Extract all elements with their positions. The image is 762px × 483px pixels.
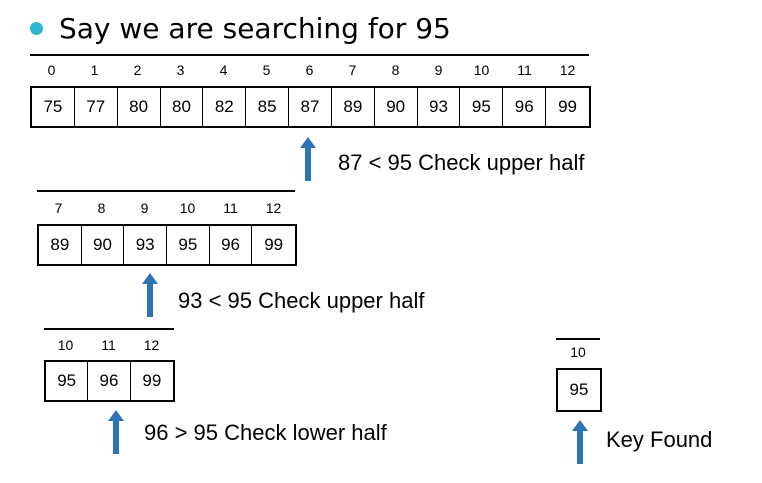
index-label: 3 xyxy=(176,62,185,78)
index-label: 9 xyxy=(434,62,443,78)
array-cell: 80 xyxy=(161,88,204,126)
page-title: Say we are searching for 95 xyxy=(59,11,451,45)
up-arrow-icon xyxy=(108,410,124,454)
index-label: 0 xyxy=(47,62,56,78)
bullet-icon xyxy=(30,21,43,35)
index-label: 8 xyxy=(391,62,400,78)
array-cell: 89 xyxy=(39,226,82,264)
step-1-index-row: 7 8 9 10 11 12 xyxy=(37,200,295,216)
step-3-index-row: 10 xyxy=(556,344,600,360)
step-3-top-line xyxy=(556,338,600,340)
array-cell: 96 xyxy=(210,226,253,264)
array-cell: 96 xyxy=(503,88,547,126)
up-arrow-icon xyxy=(572,420,588,464)
index-label: 12 xyxy=(143,337,160,353)
up-arrow-icon xyxy=(142,273,158,317)
index-label: 2 xyxy=(133,62,142,78)
array-cell: 95 xyxy=(167,226,210,264)
step-0-index-row: 0 1 2 3 4 5 6 7 8 9 10 11 12 xyxy=(30,62,589,78)
array-cell: 99 xyxy=(558,97,577,116)
step-2-index-row: 10 11 12 xyxy=(44,337,173,353)
step-0-top-line xyxy=(30,54,589,56)
array-cell: 93 xyxy=(418,88,461,126)
array-cell: 82 xyxy=(203,88,247,126)
array-cell: 93 xyxy=(124,226,168,264)
step-2-top-line xyxy=(44,328,174,330)
array-cell: 90 xyxy=(82,226,125,264)
step-2-caption: 96 > 95 Check lower half xyxy=(144,420,387,445)
index-label: 12 xyxy=(559,62,576,78)
array-cell: 99 xyxy=(264,235,284,254)
index-label: 10 xyxy=(179,200,196,216)
index-label: 11 xyxy=(223,200,238,216)
index-label: 4 xyxy=(219,62,228,78)
array-cell: 95 xyxy=(460,88,504,126)
array-cell: 89 xyxy=(332,88,375,126)
array-cell: 75 xyxy=(32,88,75,126)
index-label: 5 xyxy=(262,62,271,78)
index-label: 11 xyxy=(517,62,532,78)
index-label: 7 xyxy=(54,200,63,216)
step-1-top-line xyxy=(37,190,295,192)
title-row: Say we are searching for 95 xyxy=(30,6,451,50)
up-arrow-icon xyxy=(300,137,316,181)
step-3-caption: Key Found xyxy=(606,427,713,452)
step-1-array: 89 90 93 95 96 99 xyxy=(37,224,297,266)
array-cell: 85 xyxy=(246,88,290,126)
index-label: 12 xyxy=(265,200,282,216)
array-cell: 95 xyxy=(569,380,589,399)
array-cell: 80 xyxy=(118,88,161,126)
index-label: 8 xyxy=(97,200,106,216)
index-label: 11 xyxy=(101,337,116,353)
index-label: 10 xyxy=(473,62,490,78)
index-label: 7 xyxy=(348,62,357,78)
array-cell: 95 xyxy=(46,362,89,400)
array-cell: 90 xyxy=(375,88,418,126)
step-0-caption: 87 < 95 Check upper half xyxy=(338,150,585,175)
step-2-array: 95 96 99 xyxy=(44,360,175,402)
array-cell: 99 xyxy=(142,371,162,390)
array-cell: 87 xyxy=(289,88,332,126)
array-cell: 77 xyxy=(75,88,118,126)
index-label: 10 xyxy=(570,344,586,360)
step-1-caption: 93 < 95 Check upper half xyxy=(178,288,425,313)
step-3-array: 95 xyxy=(556,368,602,412)
index-label: 9 xyxy=(140,200,149,216)
array-cell: 96 xyxy=(88,362,131,400)
index-label: 1 xyxy=(90,62,99,78)
index-label: 10 xyxy=(57,337,74,353)
step-0-array: 75 77 80 80 82 85 87 89 90 93 95 96 99 xyxy=(30,86,591,128)
index-label: 6 xyxy=(305,62,314,78)
